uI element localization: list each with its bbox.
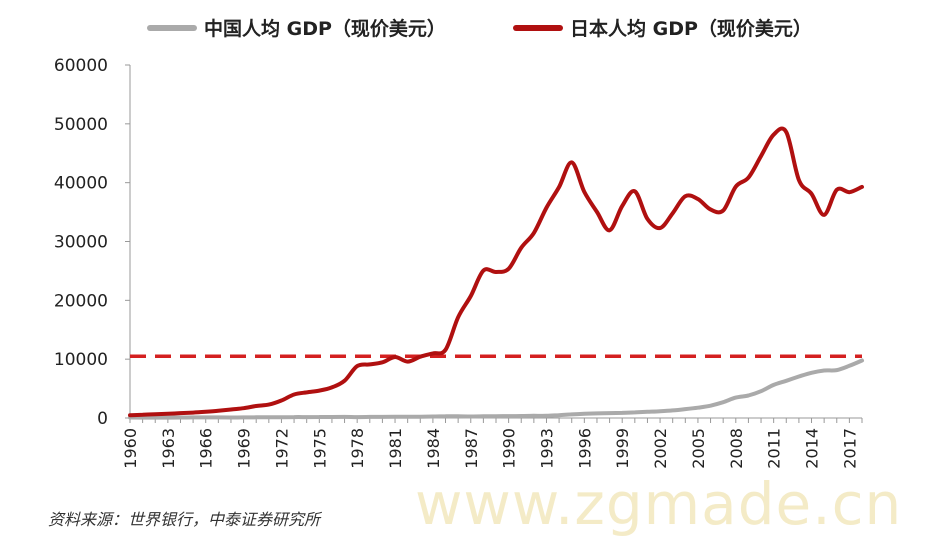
x-tick-label: 1975 <box>310 428 329 469</box>
x-tick-label: 1966 <box>197 428 216 469</box>
y-tick-label: 40000 <box>54 174 108 194</box>
x-tick-label: 1969 <box>235 428 254 469</box>
y-axis: 0 10000 20000 30000 40000 50000 60000 <box>54 56 131 429</box>
x-tick-label: 2008 <box>727 428 746 469</box>
series-line-china <box>128 358 864 420</box>
y-tick-label: 30000 <box>54 233 108 253</box>
y-tick-label: 0 <box>97 409 108 429</box>
legend-label-china: 中国人均 GDP（现价美元） <box>204 17 446 40</box>
x-tick-label: 1990 <box>500 428 519 469</box>
x-tick-label: 2011 <box>765 428 784 469</box>
x-tick-label: 1981 <box>386 428 405 469</box>
source-note: 资料来源：世界银行，中泰证券研究所 <box>48 510 321 529</box>
x-tick-label: 1996 <box>575 428 594 469</box>
series-line-japan <box>128 126 864 418</box>
legend: 中国人均 GDP（现价美元） 日本人均 GDP（现价美元） <box>147 17 812 40</box>
legend-label-japan: 日本人均 GDP（现价美元） <box>570 17 812 40</box>
x-axis: 1960 1963 1966 1969 1972 1975 1978 1981 1984 1987… <box>121 417 863 469</box>
series-group <box>128 126 864 420</box>
x-tick-label: 1978 <box>348 428 367 469</box>
x-tick-label: 2005 <box>689 428 708 469</box>
x-tick-label: 1999 <box>613 428 632 469</box>
y-tick-label: 60000 <box>54 56 108 76</box>
x-tick-label: 1960 <box>121 428 140 469</box>
x-tick-label: 1993 <box>537 428 556 469</box>
x-tick-label: 1972 <box>272 428 291 469</box>
y-tick-label: 50000 <box>54 115 108 135</box>
watermark: www.zgmade.cn <box>415 470 903 538</box>
x-tick-label: 2017 <box>840 428 859 469</box>
y-tick-label: 20000 <box>54 291 108 311</box>
y-tick-label: 10000 <box>54 350 108 370</box>
x-tick-label: 1984 <box>424 428 443 469</box>
x-tick-label: 1987 <box>462 428 481 469</box>
x-tick-label: 2002 <box>651 428 670 469</box>
x-tick-label: 1963 <box>159 428 178 469</box>
x-tick-label: 2014 <box>803 428 822 469</box>
